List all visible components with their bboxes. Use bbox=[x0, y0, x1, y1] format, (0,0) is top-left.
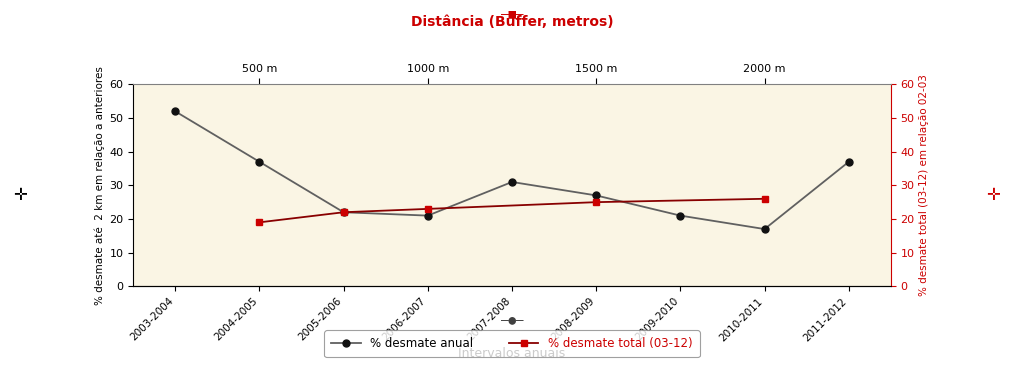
Text: ✛: ✛ bbox=[986, 185, 1000, 204]
Text: —■—: —■— bbox=[501, 7, 523, 20]
X-axis label: Intervalos anuais: Intervalos anuais bbox=[459, 347, 565, 360]
Text: —●—: —●— bbox=[501, 313, 523, 326]
Text: ✛: ✛ bbox=[13, 185, 28, 204]
Legend: % desmate anual, % desmate total (03-12): % desmate anual, % desmate total (03-12) bbox=[325, 330, 699, 357]
Y-axis label: % desmate até  2 km em relação a anteriores: % desmate até 2 km em relação a anterior… bbox=[94, 66, 105, 305]
Text: Distância (Buffer, metros): Distância (Buffer, metros) bbox=[411, 15, 613, 29]
Y-axis label: % desmate total (03-12) em relação 02-03: % desmate total (03-12) em relação 02-03 bbox=[919, 75, 929, 296]
